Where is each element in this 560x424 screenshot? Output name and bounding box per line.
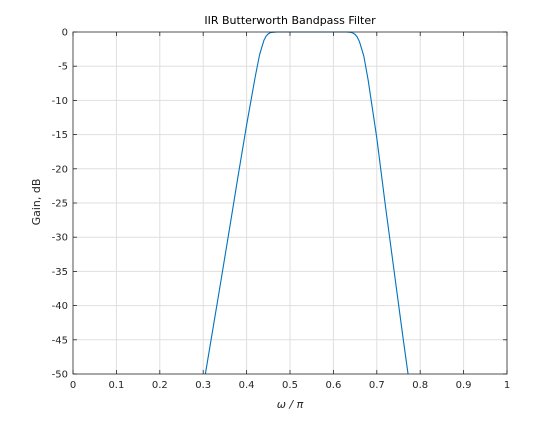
x-tick-label: 0.1 <box>108 380 124 391</box>
y-tick-label: -30 <box>52 233 68 244</box>
grid-layer <box>73 32 507 374</box>
x-tick-label: 0.5 <box>282 380 298 391</box>
x-tick-label: 0.6 <box>325 380 341 391</box>
x-tick-label: 0.8 <box>412 380 428 391</box>
x-tick-label: 0.4 <box>239 380 255 391</box>
y-tick-label: -15 <box>52 130 68 141</box>
y-tick-label: 0 <box>62 28 68 39</box>
axes-layer: 0 0.1 0.2 0.3 0.4 0.5 0.6 0.7 0.8 0.9 1 0 -5 -10 -15 -2… <box>52 28 511 392</box>
x-tick-label: 1 <box>504 380 510 391</box>
x-axis-label: ω / π <box>277 398 304 411</box>
y-tick-label: -20 <box>52 164 68 175</box>
y-tick-label: -25 <box>52 199 68 210</box>
x-tick-label: 0.3 <box>195 380 211 391</box>
y-tick-label: -5 <box>58 62 68 73</box>
x-tick-label: 0.9 <box>456 380 472 391</box>
y-tick-label: -40 <box>52 301 68 312</box>
y-tick-label: -10 <box>52 96 68 107</box>
y-tick-label: -35 <box>52 267 68 278</box>
y-tick-label: -50 <box>52 370 68 381</box>
x-tick-label: 0.7 <box>369 380 385 391</box>
x-tick-label: 0.2 <box>152 380 168 391</box>
y-tick-label: -45 <box>52 335 68 346</box>
y-axis-label: Gain, dB <box>30 179 43 226</box>
x-tick-label: 0 <box>70 380 76 391</box>
chart-title: IIR Butterworth Bandpass Filter <box>204 14 376 27</box>
